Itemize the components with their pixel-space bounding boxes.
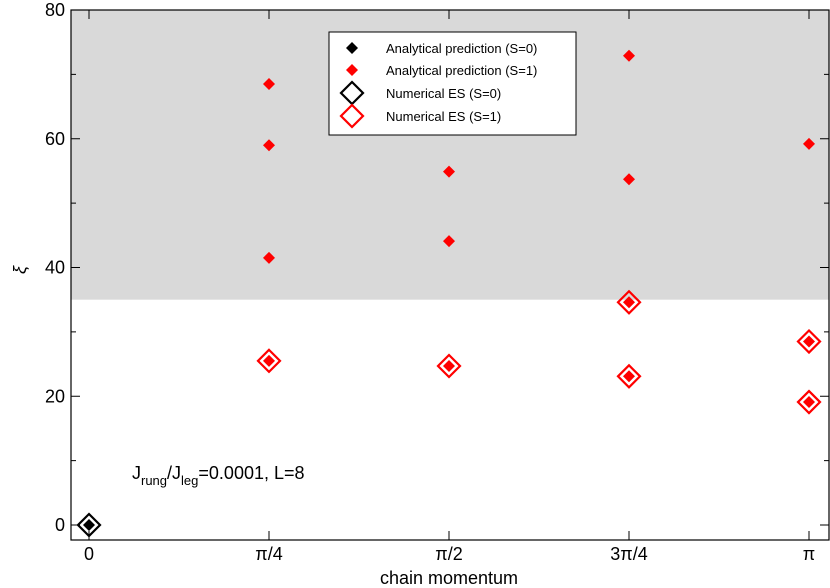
data-marks xyxy=(76,49,822,538)
point-numerical-es-s-1 xyxy=(796,389,822,415)
x-tick-label: π/2 xyxy=(435,544,462,564)
y-tick-label: 20 xyxy=(45,386,65,406)
point-analytical-prediction-s-1 xyxy=(263,251,275,264)
point-analytical-prediction-s-1 xyxy=(263,354,275,367)
legend-marker-0 xyxy=(346,42,358,54)
point-analytical-prediction-s-1 xyxy=(263,78,275,91)
point-analytical-prediction-s-1 xyxy=(263,139,275,152)
point-numerical-es-s-1 xyxy=(256,348,282,374)
legend: Analytical prediction (S=0) Analytical pr… xyxy=(328,31,577,136)
annotation-sub-rung: rung xyxy=(141,473,167,488)
legend-label: Numerical ES (S=0) xyxy=(386,86,501,101)
legend-marker-1 xyxy=(346,64,358,76)
annotation: Jrung/Jleg=0.0001, L=8 xyxy=(132,463,305,488)
point-numerical-es-s-1 xyxy=(436,353,462,379)
annotation-sub-leg: leg xyxy=(181,473,198,488)
point-analytical-prediction-s-1 xyxy=(803,396,815,409)
legend-label: Numerical ES (S=1) xyxy=(386,109,501,124)
annotation-slash: /J xyxy=(167,463,181,483)
x-axis-title: chain momentum xyxy=(380,568,518,588)
point-analytical-prediction-s-1 xyxy=(803,335,815,348)
point-numerical-es-s-1 xyxy=(616,363,642,389)
x-tick-label: 3π/4 xyxy=(610,544,647,564)
annotation-rest: =0.0001, L=8 xyxy=(198,463,304,483)
legend-marker-3 xyxy=(339,103,365,129)
point-analytical-prediction-s-1 xyxy=(443,235,455,248)
point-analytical-prediction-s-1 xyxy=(623,49,635,62)
legend-box xyxy=(328,31,577,136)
y-tick-label: 40 xyxy=(45,258,65,278)
plot-frame xyxy=(70,9,830,541)
point-analytical-prediction-s-1 xyxy=(623,370,635,383)
y-tick-label: 0 xyxy=(55,515,65,535)
y-tick-label: 60 xyxy=(45,129,65,149)
point-analytical-prediction-s-1 xyxy=(443,165,455,178)
point-numerical-es-s-1 xyxy=(616,289,642,315)
point-analytical-prediction-s-1 xyxy=(623,173,635,186)
x-tick-label: π/4 xyxy=(255,544,282,564)
point-analytical-prediction-s-0 xyxy=(83,519,95,531)
point-analytical-prediction-s-1 xyxy=(443,359,455,372)
y-axis-title: ξ xyxy=(10,265,30,274)
y-tick-label: 80 xyxy=(45,0,65,20)
annotation-base: J xyxy=(132,463,141,483)
point-numerical-es-s-1 xyxy=(796,328,822,355)
point-analytical-prediction-s-1 xyxy=(623,296,635,309)
legend-label: Analytical prediction (S=0) xyxy=(386,41,537,56)
axis-ticks: 0 20 40 60 80 0 π/4 π/2 3π/4 π xyxy=(45,0,829,564)
x-tick-label: π xyxy=(803,544,815,564)
legend-label: Analytical prediction (S=1) xyxy=(386,63,537,78)
point-analytical-prediction-s-1 xyxy=(803,137,815,150)
x-tick-label: 0 xyxy=(84,544,94,564)
